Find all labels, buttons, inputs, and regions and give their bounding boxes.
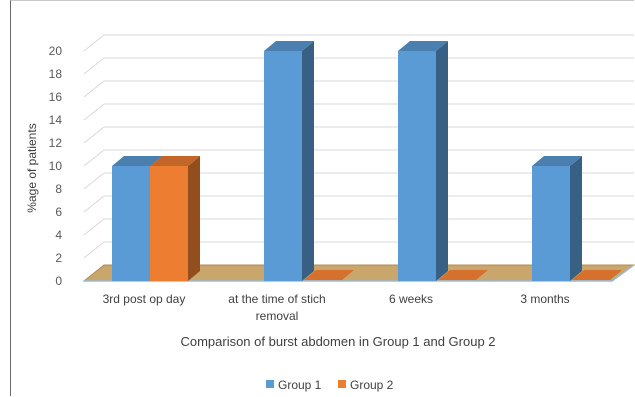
x-category-label: 3 months — [520, 292, 569, 306]
y-tick-label: 16 — [49, 90, 63, 104]
gridline — [83, 57, 634, 75]
bars — [112, 41, 622, 281]
y-tick-label: 12 — [49, 136, 63, 150]
bar-group-2 — [150, 156, 200, 281]
legend-label: Group 2 — [350, 378, 394, 392]
y-tick-label: 6 — [55, 205, 62, 219]
x-category-label: 6 weeks — [389, 292, 433, 306]
y-tick-label: 4 — [55, 228, 62, 242]
y-tick-label: 14 — [49, 113, 63, 127]
x-category-label: at the time of stich removal — [228, 292, 325, 323]
legend-swatch — [266, 380, 274, 388]
y-tick-label: 0 — [55, 274, 62, 288]
y-axis-ticks: 0 2 4 6 8 10 12 14 16 18 20 — [49, 44, 63, 288]
gridline — [83, 126, 634, 144]
gridline — [83, 103, 634, 121]
legend-swatch — [338, 380, 346, 388]
y-tick-label: 20 — [49, 44, 63, 58]
bar-group-1 — [398, 41, 448, 281]
y-tick-label: 10 — [49, 159, 63, 173]
x-category-label: 3rd post op day — [103, 292, 186, 306]
x-axis-title: Comparison of burst abdomen in Group 1 a… — [180, 334, 495, 349]
gridline — [83, 149, 634, 167]
legend-item: Group 2 — [338, 378, 394, 392]
bar-group-2 — [438, 270, 488, 280]
legend-label: Group 1 — [278, 378, 322, 392]
legend: Group 1 Group 2 — [266, 378, 394, 392]
bar-group-1 — [264, 41, 314, 281]
y-tick-label: 2 — [55, 251, 62, 265]
gridline — [83, 80, 634, 98]
y-tick-label: 8 — [55, 182, 62, 196]
bar-group-1 — [532, 156, 582, 281]
legend-item: Group 1 — [266, 378, 322, 392]
gridline — [83, 34, 634, 52]
bar-group-2 — [572, 270, 622, 280]
y-tick-label: 18 — [49, 67, 63, 81]
y-axis-title: %age of patients — [25, 123, 39, 212]
floor-edge — [611, 264, 635, 282]
x-axis-categories: 3rd post op day at the time of stich remov… — [103, 292, 570, 323]
bar-group-2 — [304, 270, 354, 280]
